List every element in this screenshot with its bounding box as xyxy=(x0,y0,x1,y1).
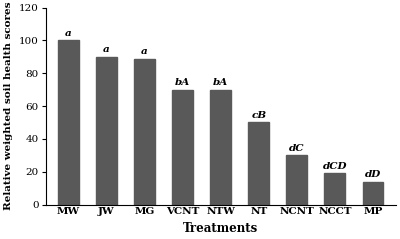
Text: cB: cB xyxy=(251,111,266,120)
Text: a: a xyxy=(103,45,110,54)
Text: dCD: dCD xyxy=(323,162,347,171)
Bar xyxy=(362,182,384,205)
Bar xyxy=(96,57,117,205)
Text: a: a xyxy=(65,29,72,38)
Bar xyxy=(172,90,193,205)
Text: bA: bA xyxy=(175,78,190,87)
Bar xyxy=(324,173,345,205)
Bar xyxy=(58,40,79,205)
Bar xyxy=(134,59,155,205)
Y-axis label: Relative weighted soil health scores: Relative weighted soil health scores xyxy=(4,2,13,210)
Text: a: a xyxy=(141,47,148,56)
Text: bA: bA xyxy=(213,78,228,87)
Bar xyxy=(210,90,231,205)
X-axis label: Treatments: Treatments xyxy=(183,222,258,235)
Text: dC: dC xyxy=(289,144,304,153)
Bar xyxy=(248,122,269,205)
Bar xyxy=(286,155,307,205)
Text: dD: dD xyxy=(365,170,381,179)
